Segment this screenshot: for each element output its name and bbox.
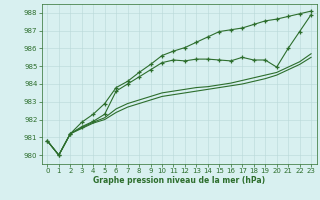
- X-axis label: Graphe pression niveau de la mer (hPa): Graphe pression niveau de la mer (hPa): [93, 176, 265, 185]
